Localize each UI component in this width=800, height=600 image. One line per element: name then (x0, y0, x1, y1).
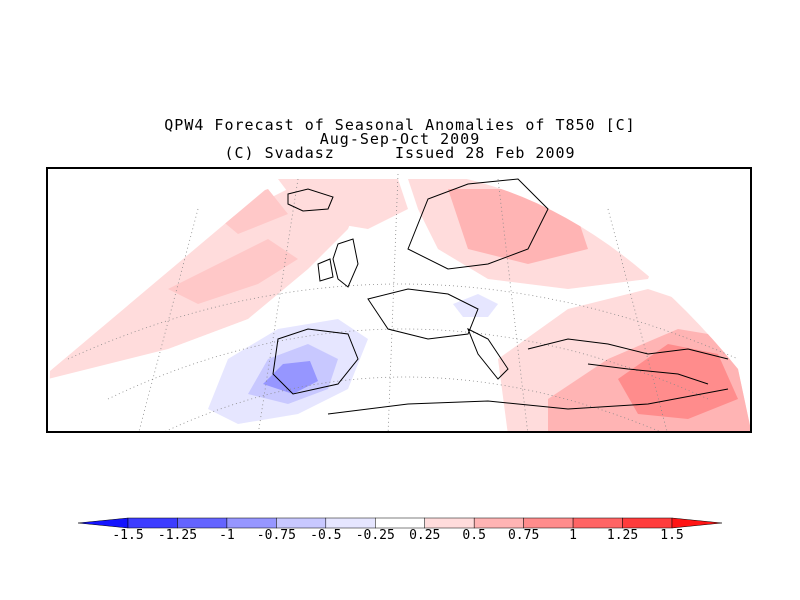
ireland-outline (317, 258, 334, 282)
italy-outline (467, 327, 509, 380)
colorbar-segment (622, 517, 673, 529)
aegean-turkey-coast (587, 363, 709, 385)
iceland-warm-region (278, 179, 408, 229)
black-sea-turkey-coast (527, 338, 729, 360)
colorbar-tick-label: 1.5 (660, 528, 684, 543)
map-frame (46, 167, 752, 433)
colorbar-tick-label: -0.75 (256, 528, 296, 543)
map-period: Aug-Sep-Oct 2009 (319, 130, 481, 148)
iberia-outline (272, 328, 359, 395)
colorbar-segment (424, 517, 475, 529)
east-med-warm-core (618, 344, 738, 419)
iceland-outline (287, 188, 334, 212)
british-isles-outline (332, 238, 359, 288)
colorbar-segment-high-extend (671, 517, 722, 529)
anomaly-shading (48, 174, 750, 431)
map-title: QPW4 Forecast of Seasonal Anomalies of T… (164, 116, 636, 134)
france-outline (367, 288, 479, 340)
colorbar-tick-label: -1.5 (112, 528, 144, 543)
colorbar-tick-label: 0.75 (507, 528, 540, 543)
graticule (67, 173, 739, 431)
colorbar-segment (375, 517, 425, 529)
colorbar-tick-label: -1 (219, 528, 235, 543)
colorbar-segment (523, 517, 574, 529)
colorbar-tick-label: -1.25 (157, 528, 198, 543)
colorbar-tick-label: 0.25 (409, 528, 441, 543)
colorbar-segment-low-extend (78, 517, 129, 529)
colorbar-tick-label: -0.25 (355, 528, 395, 543)
colorbar (78, 517, 722, 529)
colorbar-segment (473, 517, 524, 529)
colorbar-segment (325, 517, 376, 529)
colorbar-tick-label: 1.25 (606, 528, 639, 543)
colorbar-tick-label: 1 (569, 528, 577, 543)
colorbar-segment (127, 517, 178, 529)
coastlines (272, 178, 729, 415)
scandinavia-outline (407, 178, 549, 270)
colorbar-tick-label: -0.5 (310, 528, 342, 543)
anomaly-map (48, 173, 750, 431)
atlantic-warm-core (168, 239, 298, 304)
colorbar-segment (177, 517, 228, 529)
colorbar-segment (226, 517, 277, 529)
colorbar-segment (276, 517, 327, 529)
north-africa-coast (327, 388, 729, 415)
colorbar-segment (572, 517, 623, 529)
iberia-cold-core (263, 361, 318, 394)
map-credit: (C) Svadasz Issued 28 Feb 2009 (224, 144, 576, 162)
greenland-warm-region (208, 189, 288, 234)
colorbar-tick-label: 0.5 (462, 528, 486, 543)
alps-cool-region (453, 294, 498, 317)
